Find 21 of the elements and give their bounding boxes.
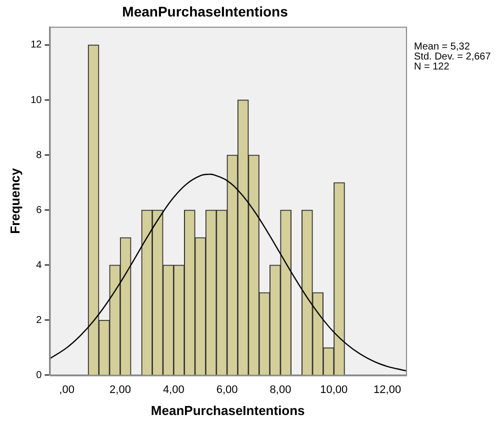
y-tick-label: 10: [30, 94, 42, 106]
y-axis-title: Frequency: [7, 167, 22, 234]
x-tick-label: ,00: [59, 384, 74, 396]
text: Std. Dev. = 2,667: [414, 52, 492, 63]
x-tick-label: 12,00: [374, 384, 402, 396]
text: N = 122: [414, 62, 450, 73]
x-tick-label: 4,00: [162, 384, 184, 396]
x-axis-title: MeanPurchaseIntentions: [150, 402, 305, 418]
y-tick-label: 12: [30, 40, 42, 51]
y-tick-label: 6: [36, 204, 42, 216]
y-tick-label: 4: [36, 260, 42, 271]
x-tick-label: 8,00: [270, 384, 292, 396]
x-tick-label: 10,00: [320, 384, 348, 396]
y-tick-label: 8: [36, 150, 42, 161]
line-series: [50, 174, 406, 372]
y-tick-label: 0: [36, 370, 42, 381]
y-tick-label: 2: [36, 314, 42, 326]
chart-title: MeanPurchaseIntentions: [122, 3, 288, 20]
x-tick-label: 6,00: [216, 384, 238, 396]
text: Mean = 5,32: [414, 42, 470, 53]
x-tick-label: 2,00: [110, 384, 131, 396]
